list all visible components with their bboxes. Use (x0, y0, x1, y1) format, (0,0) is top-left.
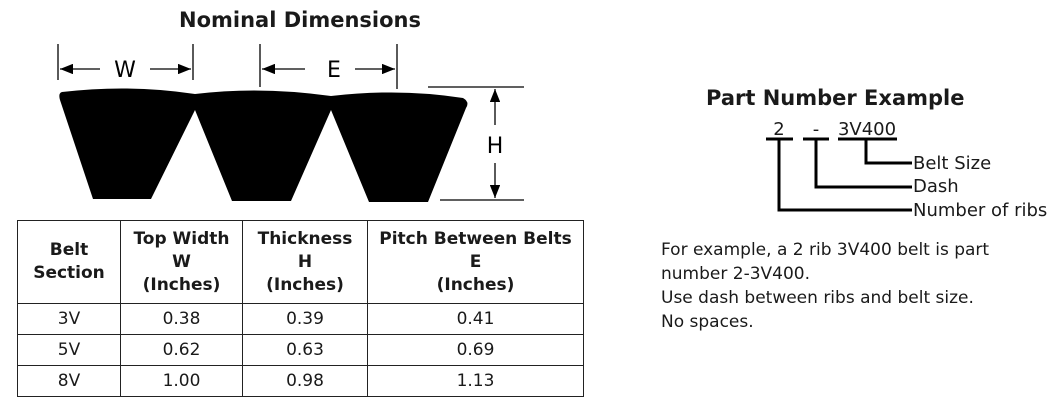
table-row: 8V 1.00 0.98 1.13 (17, 365, 584, 397)
part-number-diagram: 2 - 3V400 Belt Size Dash Number of ribs (766, 119, 1047, 221)
label-ribs: Number of ribs (913, 200, 1047, 221)
h-label: H (487, 134, 504, 159)
dimensions-table: Belt Section Top Width W (Inches) Thickness… (17, 220, 584, 397)
belt-diagram: W E H (57, 44, 524, 202)
table-row: 5V 0.62 0.63 0.69 (17, 334, 584, 366)
table-header-row: Belt Section Top Width W (Inches) Thickness… (17, 220, 584, 304)
label-dash: Dash (913, 176, 959, 197)
label-belt-size: Belt Size (913, 153, 991, 174)
belt-profile (59, 88, 468, 202)
e-label: E (327, 58, 341, 83)
part-number-description: For example, a 2 rib 3V400 belt is part … (661, 240, 990, 332)
part-number-title: Part Number Example (706, 86, 965, 110)
part-dash: - (813, 119, 820, 140)
part-belt-size: 3V400 (838, 119, 896, 140)
table-row: 3V 0.38 0.39 0.41 (17, 303, 584, 335)
part-ribs: 2 (773, 119, 784, 140)
diagram-title: Nominal Dimensions (179, 8, 421, 32)
w-label: W (114, 58, 136, 83)
